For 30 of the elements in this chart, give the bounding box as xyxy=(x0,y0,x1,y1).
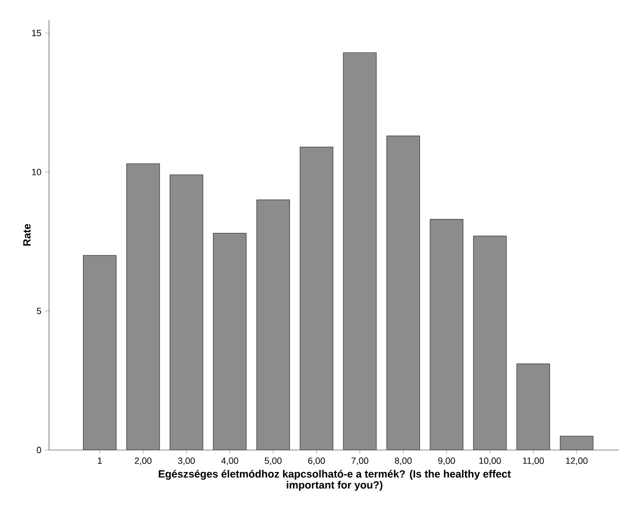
bar xyxy=(560,436,594,450)
bar xyxy=(473,236,506,450)
bar xyxy=(300,147,334,450)
x-tick-label: 12,00 xyxy=(566,458,588,465)
bar xyxy=(170,174,203,450)
bar xyxy=(83,255,116,450)
x-tick-label: 1 xyxy=(98,458,102,464)
bar xyxy=(516,364,550,450)
y-axis-title: Rate xyxy=(23,224,31,246)
y-tick-label: 15 xyxy=(32,30,42,36)
bar xyxy=(343,52,376,450)
x-tick-label: 4,00 xyxy=(221,458,238,465)
y-tick-label: 0 xyxy=(36,446,42,454)
x-tick-label: 7,00 xyxy=(352,458,368,465)
bar xyxy=(126,164,160,450)
x-tick-label: 6,00 xyxy=(308,458,325,465)
y-tick-label: 5 xyxy=(36,308,42,314)
x-tick-label: 5,00 xyxy=(264,458,282,465)
bar xyxy=(256,200,290,450)
x-tick-label: 8,00 xyxy=(394,458,412,465)
x-tick-label: 2,00 xyxy=(134,458,152,465)
x-tick-label: 11,00 xyxy=(523,458,544,465)
x-tick-label: 10,00 xyxy=(479,458,501,465)
x-tick-label: 3,00 xyxy=(178,458,195,465)
bar xyxy=(430,219,464,450)
bar xyxy=(213,233,246,450)
bar xyxy=(386,136,420,450)
x-axis-title: Egészséges életmódhoz kapcsolható-e a termék? (Is the healthy effect important for you?) xyxy=(158,470,511,491)
y-tick-label: 10 xyxy=(32,168,42,176)
x-tick-label: 9,00 xyxy=(438,458,455,465)
